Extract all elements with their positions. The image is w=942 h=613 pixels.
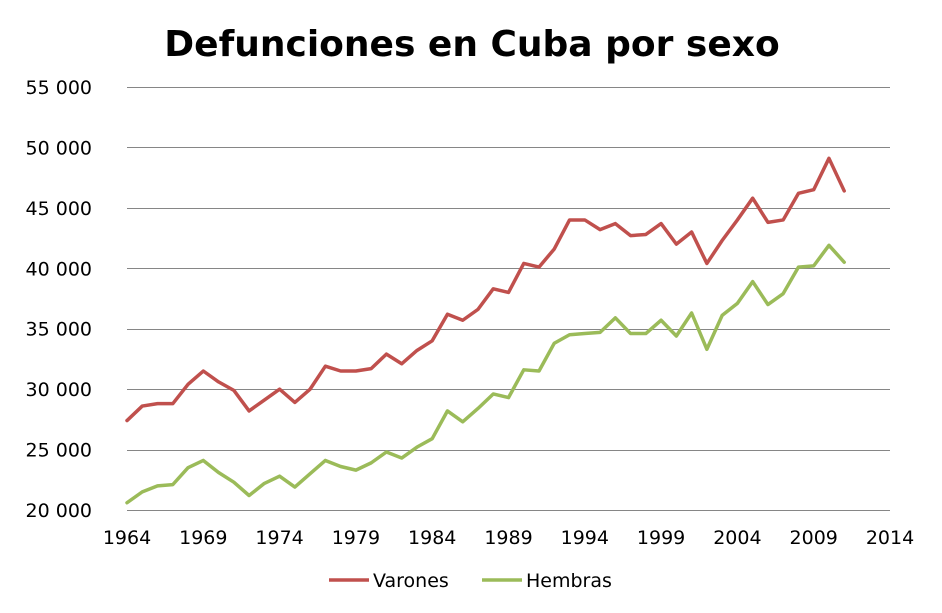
chart-title: Defunciones en Cuba por sexo: [164, 24, 779, 65]
x-tick-label: 2004: [713, 527, 761, 549]
x-tick-label: 2009: [790, 527, 838, 549]
legend-label-varones: Varones: [373, 570, 449, 592]
x-tick-label: 1994: [561, 527, 609, 549]
series-line-hembras: [125, 243, 846, 505]
y-tick-label: 55 000: [26, 77, 92, 99]
y-tick-label: 20 000: [26, 500, 92, 522]
legend-label-hembras: Hembras: [526, 570, 612, 592]
legend-entry-hembras: Hembras: [482, 570, 612, 592]
series-lines: [125, 156, 846, 505]
series-line-varones: [125, 156, 846, 423]
x-tick-label: 1989: [484, 527, 532, 549]
x-tick-label: 1984: [408, 527, 456, 549]
x-tick-label: 1969: [179, 527, 227, 549]
x-axis-tick-labels: 1964 1969 1974 1979 1984 1989 1994 1999 2004 2009…: [103, 527, 914, 549]
gridlines: [127, 87, 890, 511]
x-tick-label: 1979: [332, 527, 380, 549]
y-axis-tick-labels: 20 000 25 000 30 000 35 000 40 000 45 000 50 0…: [26, 77, 92, 522]
x-tick-label: 1974: [255, 527, 303, 549]
y-tick-label: 30 000: [26, 379, 92, 401]
y-tick-label: 35 000: [26, 319, 92, 341]
x-tick-label: 1964: [103, 527, 151, 549]
x-tick-label: 2014: [866, 527, 914, 549]
y-tick-label: 45 000: [26, 198, 92, 220]
legend-entry-varones: Varones: [329, 570, 449, 592]
y-tick-label: 50 000: [26, 137, 92, 159]
x-tick-label: 1999: [637, 527, 685, 549]
legend: Varones Hembras: [329, 570, 612, 592]
y-tick-label: 40 000: [26, 258, 92, 280]
y-tick-label: 25 000: [26, 440, 92, 462]
